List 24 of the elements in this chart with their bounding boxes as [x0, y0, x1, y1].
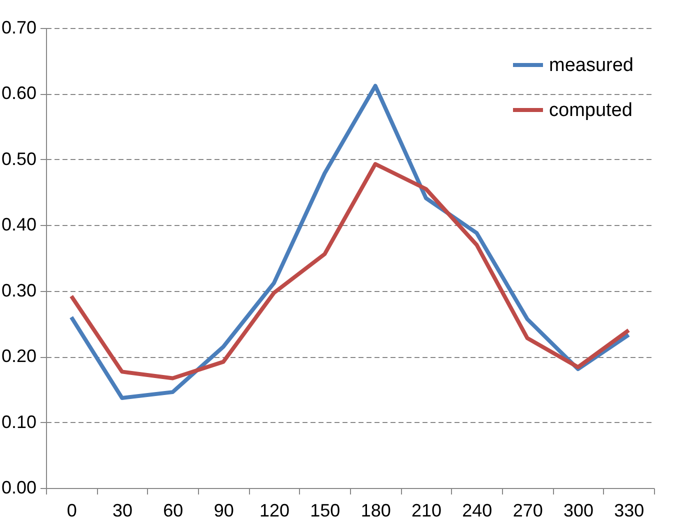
y-tick-label: 0.30 [1, 280, 36, 300]
x-tick-label: 150 [310, 500, 340, 520]
y-tick-label: 0.10 [1, 412, 36, 432]
x-tick-label: 240 [462, 500, 492, 520]
x-tick-label: 300 [563, 500, 594, 520]
y-tick-label: 0.50 [1, 148, 36, 169]
x-tick-label: 210 [411, 500, 442, 520]
x-tick-label: 180 [360, 500, 391, 520]
x-tick-label: 90 [214, 500, 234, 520]
y-tick-label: 0.20 [1, 346, 36, 366]
y-tick-label: 0.70 [1, 18, 36, 38]
x-tick-label: 60 [163, 500, 184, 520]
x-tick-label: 270 [512, 500, 543, 520]
x-tick-label: 30 [112, 500, 133, 520]
line-series [69, 84, 631, 400]
legend-label: computed [549, 100, 632, 121]
x-tick-label: 0 [66, 500, 77, 520]
y-tick-label: 0.00 [1, 478, 36, 498]
y-tick-label: 0.40 [1, 214, 36, 235]
y-tick-label: 0.60 [1, 83, 36, 104]
legend-label: measured [549, 55, 634, 76]
line-series [69, 162, 631, 380]
x-tick-label: 120 [259, 500, 290, 520]
x-tick-label: 330 [614, 500, 644, 520]
